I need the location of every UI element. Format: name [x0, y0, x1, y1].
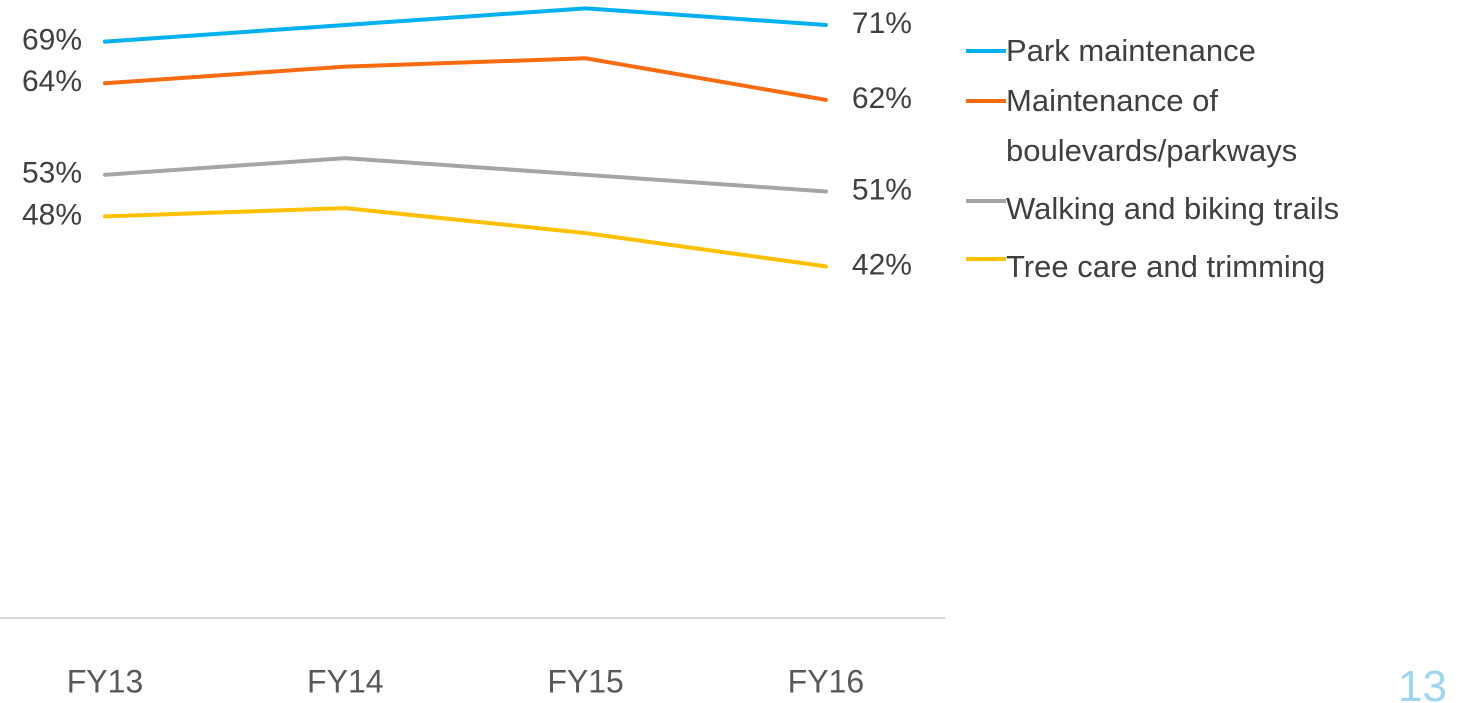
chart: FY13 FY14 FY15 FY16 69% 71% 64% 62% 53% 51% 48% 42% — [0, 6, 945, 699]
x-tick-label: FY16 — [788, 663, 864, 699]
legend-label: Tree care and trimming — [1006, 249, 1326, 284]
legend-swatch — [966, 99, 1006, 103]
legend-swatch — [966, 199, 1006, 203]
data-label: 48% — [22, 198, 82, 231]
series-line — [103, 156, 828, 194]
legend-item: Walking and biking trails — [966, 176, 1456, 234]
data-label: 69% — [22, 24, 82, 57]
legend-swatch — [966, 257, 1006, 261]
legend: Park maintenance Maintenance of boulevard… — [966, 26, 1456, 292]
data-label: 62% — [852, 82, 912, 115]
legend-label: Walking and biking trails — [1006, 191, 1340, 226]
data-label: 42% — [852, 248, 912, 281]
x-tick-label: FY15 — [547, 663, 623, 699]
series-line — [103, 206, 828, 269]
series-line — [103, 56, 828, 102]
x-tick-label: FY14 — [307, 663, 383, 699]
legend-label: Park maintenance — [1006, 33, 1256, 68]
x-tick-label: FY13 — [67, 663, 143, 699]
legend-item: Tree care and trimming — [966, 234, 1456, 292]
data-label: 51% — [852, 173, 912, 206]
data-label: 53% — [22, 157, 82, 190]
legend-label: Maintenance of boulevards/parkways — [1006, 83, 1298, 168]
page-number: 13 — [1398, 662, 1447, 703]
series-line — [103, 6, 828, 44]
data-label: 64% — [22, 65, 82, 98]
legend-item: Maintenance of boulevards/parkways — [966, 76, 1456, 176]
data-label: 71% — [852, 7, 912, 40]
legend-swatch — [966, 49, 1006, 53]
legend-item: Park maintenance — [966, 26, 1456, 76]
